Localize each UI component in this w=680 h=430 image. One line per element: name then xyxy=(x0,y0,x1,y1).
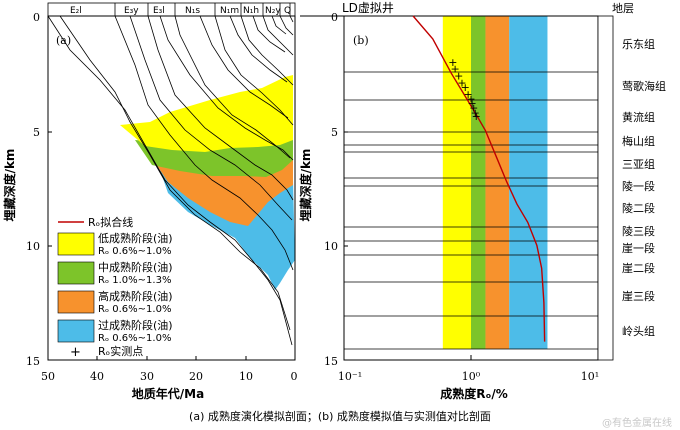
strata-label: 莺歌海组 xyxy=(622,79,666,93)
legend-stage-name: 中成熟阶段(油) xyxy=(98,260,173,274)
maturity-band xyxy=(471,16,486,349)
y-tick-label: 15 xyxy=(26,355,40,368)
measured-point: + xyxy=(469,102,478,115)
y-tick-label: 0 xyxy=(331,11,338,24)
x-tick-label: 30 xyxy=(140,370,154,383)
strata-label: 乐东组 xyxy=(622,37,655,51)
strata-label: 陵一段 xyxy=(622,179,655,193)
measured-point: + xyxy=(471,106,480,119)
x-tick-label: 40 xyxy=(90,370,104,383)
maturity-band xyxy=(442,16,471,349)
x-tick-label: 10¹ xyxy=(581,370,599,383)
y-tick-label: 0 xyxy=(33,11,40,24)
x-tick-label: 0 xyxy=(291,370,298,383)
strata-label: 陵三段 xyxy=(622,224,655,238)
x-axis-label: 地质年代/Ma xyxy=(132,386,204,401)
watermark: @有色金属在线 xyxy=(602,416,672,429)
period-header-dividers xyxy=(114,3,291,16)
figure-caption: (a) 成熟度演化模拟剖面；(b) 成熟度模拟值与实测值对比剖面 xyxy=(189,409,491,423)
legend-stage-range: Rₒ 0.6%~1.0% xyxy=(98,304,171,315)
strata-header: 地层 xyxy=(612,2,634,15)
strata-label: 梅山组 xyxy=(622,134,655,148)
period-label: N₂y xyxy=(265,6,281,16)
panel-b: +++++++++++ 0 5 10 15 10⁻¹ 10⁰ 10¹ 成熟度Rₒ… xyxy=(298,1,666,401)
legend-fit-line: Rₒ拟合线 xyxy=(88,215,133,229)
legend-stage-name: 低成熟阶段(油) xyxy=(98,231,173,245)
x-tick-label: 20 xyxy=(189,370,203,383)
legend-swatch-over xyxy=(57,319,95,343)
legend: Rₒ拟合线 低成熟阶段(油) Rₒ 0.6%~1.0% 中成熟阶段(油) Rₒ … xyxy=(57,215,173,360)
x-axis-label: 成熟度Rₒ/% xyxy=(440,386,508,401)
period-label: E₃y xyxy=(124,6,139,16)
strata-label: 黄流组 xyxy=(622,110,655,124)
legend-stage-name: 高成熟阶段(油) xyxy=(98,289,173,303)
strata-label: 崖一段 xyxy=(622,241,655,255)
strata-label: 三亚组 xyxy=(622,157,655,171)
period-label: E₂l xyxy=(70,6,82,16)
measured-point: + xyxy=(448,56,457,69)
period-label: N₁h xyxy=(243,6,259,16)
well-name: LD虚拟井 xyxy=(342,1,394,15)
x-tick-label: 10 xyxy=(239,370,253,383)
strata-label: 崖二段 xyxy=(622,261,655,275)
maturity-bands xyxy=(442,16,548,349)
legend-stage-range: Rₒ 0.6%~1.0% xyxy=(98,333,171,344)
measured-point: + xyxy=(472,110,481,123)
period-label: E₃l xyxy=(153,6,165,16)
maturity-band xyxy=(485,16,510,349)
panel-label: (b) xyxy=(353,34,369,47)
measured-point: + xyxy=(467,97,476,110)
measured-point: + xyxy=(464,88,473,101)
legend-swatch-high xyxy=(57,290,95,314)
fit-curve-line xyxy=(412,15,546,342)
panel-label: (a) xyxy=(56,34,71,47)
measured-point: + xyxy=(454,70,463,83)
plus-icon: + xyxy=(70,345,81,360)
measured-points: +++++++++++ xyxy=(448,56,481,123)
measured-point: + xyxy=(466,93,475,106)
burial-lines xyxy=(47,15,294,346)
y-tick-label: 5 xyxy=(331,126,338,139)
fit-curve xyxy=(412,15,546,342)
period-label: N₁s xyxy=(185,6,200,16)
low-mature-zone xyxy=(120,75,293,152)
measured-point: + xyxy=(461,81,470,94)
strata-label: 崖三段 xyxy=(622,289,655,303)
period-label: N₁m xyxy=(220,6,239,16)
y-tick-label: 10 xyxy=(26,240,40,253)
period-label: Q xyxy=(284,6,291,16)
y-axis-label: 埋藏深度/km xyxy=(298,149,313,222)
legend-stage-range: Rₒ 1.0%~1.3% xyxy=(98,275,171,286)
y-axis-label: 埋藏深度/km xyxy=(2,149,17,222)
y-tick-label: 15 xyxy=(324,355,338,368)
strata-label: 陵二段 xyxy=(622,201,655,215)
strata-label: 岭头组 xyxy=(622,324,655,338)
maturity-band xyxy=(509,16,548,349)
legend-stage-name: 过成熟阶段(油) xyxy=(98,318,173,332)
legend-stage-range: Rₒ 0.6%~1.0% xyxy=(98,246,171,257)
strata-column xyxy=(597,15,614,361)
panel-a: E₂l E₃y E₃l N₁s N₁m N₁h N₂y Q xyxy=(2,2,298,401)
plot-frame-a xyxy=(47,15,296,361)
strata-lines xyxy=(344,71,598,350)
legend-measured: Rₒ实测点 xyxy=(98,344,143,358)
legend-swatch-mid xyxy=(57,261,95,285)
measured-point: + xyxy=(451,63,460,76)
x-tick-label: 10⁻¹ xyxy=(338,370,362,383)
y-tick-label: 10 xyxy=(324,240,338,253)
y-tick-label: 5 xyxy=(33,126,40,139)
x-tick-label: 50 xyxy=(41,370,55,383)
measured-point: + xyxy=(457,77,466,90)
x-tick-label: 10⁰ xyxy=(462,370,481,383)
legend-swatch-low xyxy=(57,232,95,256)
